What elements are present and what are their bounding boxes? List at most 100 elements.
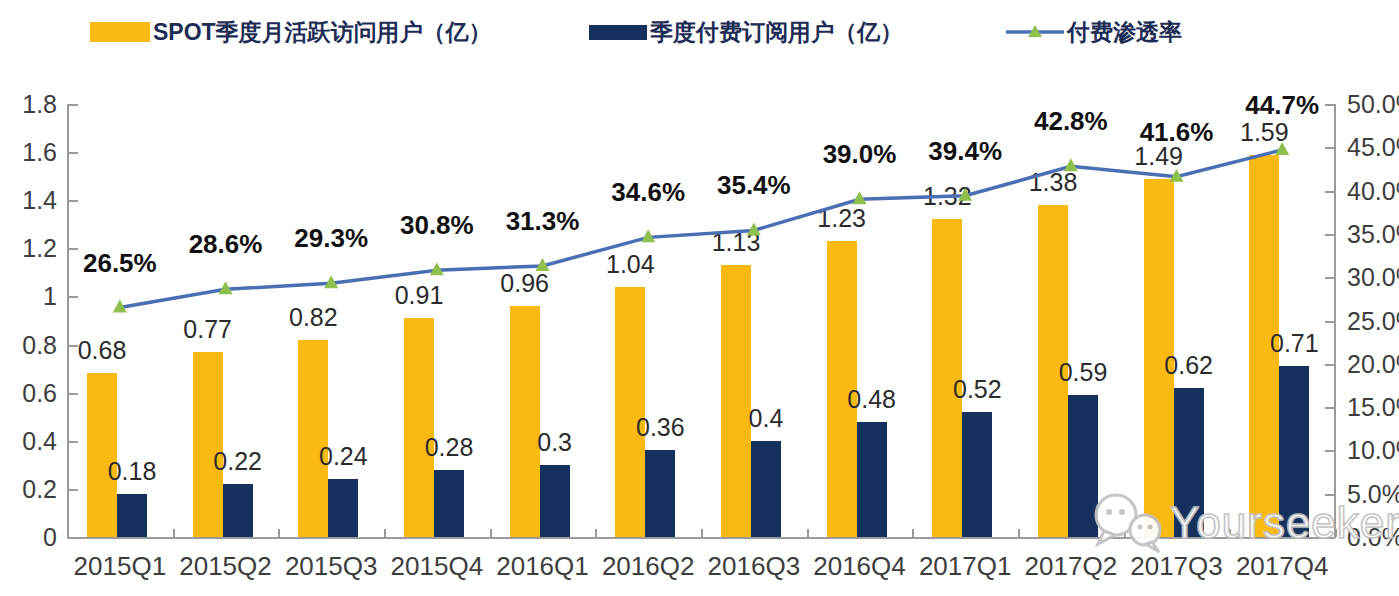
x-axis-label: 2015Q4 [391,551,484,582]
line-marker [430,262,444,275]
right-axis-tick [1325,191,1334,193]
x-axis-label: 2016Q4 [813,551,906,582]
wechat-icon [1090,490,1166,556]
left-axis-tick-label: 1.6 [0,138,57,167]
bar-mau-value-label: 0.91 [395,281,444,310]
legend-item-penetration: 付费渗透率 [1006,18,1182,46]
bar-mau-value-label: 1.13 [712,228,761,257]
x-axis-tick [384,529,386,537]
bar-mau-value-label: 0.77 [183,314,232,343]
bar-subs-value-label: 0.28 [425,432,474,461]
left-axis-tick-label: 1.2 [0,234,57,263]
left-axis-tick [69,200,78,202]
right-axis-tick [1325,277,1334,279]
bar-mau-value-label: 1.38 [1029,168,1078,197]
line-marker [113,300,127,313]
left-axis-tick [69,248,78,250]
bar-subs-value-label: 0.4 [749,403,784,432]
x-axis-tick [173,529,175,537]
bar-subs-value-label: 0.48 [847,384,896,413]
line-marker [324,275,338,288]
x-axis-label: 2015Q2 [179,551,272,582]
x-axis-label: 2016Q3 [708,551,801,582]
y-axis-right [1334,104,1336,538]
right-axis-tick [1325,407,1334,409]
bar-subs-value-label: 0.24 [319,442,368,471]
bar-subs-value-label: 0.62 [1164,350,1213,379]
left-axis-tick-label: 0.2 [0,475,57,504]
right-axis-tick-label: 20.0% [1347,350,1399,379]
left-axis-tick [69,152,78,154]
y-axis-left [67,104,69,538]
bar-mau-value-label: 0.82 [289,302,338,331]
line-marker [641,229,655,242]
bar-subs [857,422,887,537]
right-axis-tick-label: 35.0% [1347,220,1399,249]
bar-mau [298,340,328,537]
x-axis-tick [1018,529,1020,537]
penetration-legend-marker [1006,23,1064,41]
x-axis-tick [67,529,69,537]
penetration-value-label: 42.8% [1034,106,1108,137]
watermark-text: Yourseeker [1170,498,1399,548]
bar-mau [615,287,645,537]
right-axis-tick-label: 15.0% [1347,393,1399,422]
right-axis-tick-label: 45.0% [1347,133,1399,162]
bar-mau [404,318,434,537]
penetration-value-label: 28.6% [189,229,263,260]
penetration-value-label: 35.4% [717,170,791,201]
x-axis-tick [701,529,703,537]
left-axis-tick-label: 0.4 [0,427,57,456]
bar-mau-value-label: 1.04 [606,249,655,278]
right-axis-tick-label: 40.0% [1347,177,1399,206]
x-axis-tick [912,529,914,537]
penetration-value-label: 41.6% [1140,116,1214,147]
bar-subs [328,479,358,537]
bar-subs-value-label: 0.59 [1059,358,1108,387]
line-marker [219,281,233,294]
bar-mau-value-label: 0.96 [500,269,549,298]
left-axis-tick [69,489,78,491]
left-axis-tick [69,393,78,395]
left-axis-tick [69,537,78,539]
x-axis-label: 2015Q1 [74,551,167,582]
left-axis-tick-label: 0.8 [0,331,57,360]
right-axis-tick [1325,147,1334,149]
bar-subs [645,450,675,537]
legend-item-subs: 季度付费订阅用户（亿） [589,18,903,46]
bar-mau-value-label: 1.32 [923,182,972,211]
penetration-value-label: 44.7% [1245,89,1319,120]
bar-subs-value-label: 0.71 [1270,329,1319,358]
right-axis-tick [1325,321,1334,323]
subs-legend-label: 季度付费订阅用户（亿） [650,17,903,48]
bar-subs [962,412,992,537]
left-axis-tick-label: 1.4 [0,186,57,215]
mau-legend-label: SPOT季度月活跃访问用户（亿） [153,17,492,48]
right-axis-tick-label: 50.0% [1347,90,1399,119]
bar-subs-value-label: 0.22 [213,447,262,476]
left-axis-tick [69,345,78,347]
right-axis-tick [1325,450,1334,452]
left-axis-tick [69,296,78,298]
left-axis-tick-label: 0 [0,523,57,552]
x-axis-label: 2015Q3 [285,551,378,582]
bar-subs [540,465,570,537]
bar-subs [434,470,464,537]
penetration-legend-label: 付费渗透率 [1067,17,1182,48]
left-axis-tick-label: 0.6 [0,379,57,408]
right-axis-tick [1325,234,1334,236]
x-axis-label: 2016Q1 [496,551,589,582]
bar-subs [117,494,147,537]
watermark: Yourseeker [1090,490,1399,556]
chart-canvas: SPOT季度月活跃访问用户（亿） 季度付费订阅用户（亿） 付费渗透率 0 0.2 0… [0,0,1399,596]
penetration-value-label: 31.3% [506,205,580,236]
x-axis-tick [807,529,809,537]
penetration-value-label: 39.4% [928,135,1002,166]
left-axis-tick-label: 1.8 [0,90,57,119]
bar-subs [223,484,253,537]
bar-subs-value-label: 0.52 [953,374,1002,403]
x-axis-tick [490,529,492,537]
penetration-value-label: 34.6% [611,177,685,208]
right-axis-tick-label: 10.0% [1347,436,1399,465]
bar-subs [751,441,781,537]
